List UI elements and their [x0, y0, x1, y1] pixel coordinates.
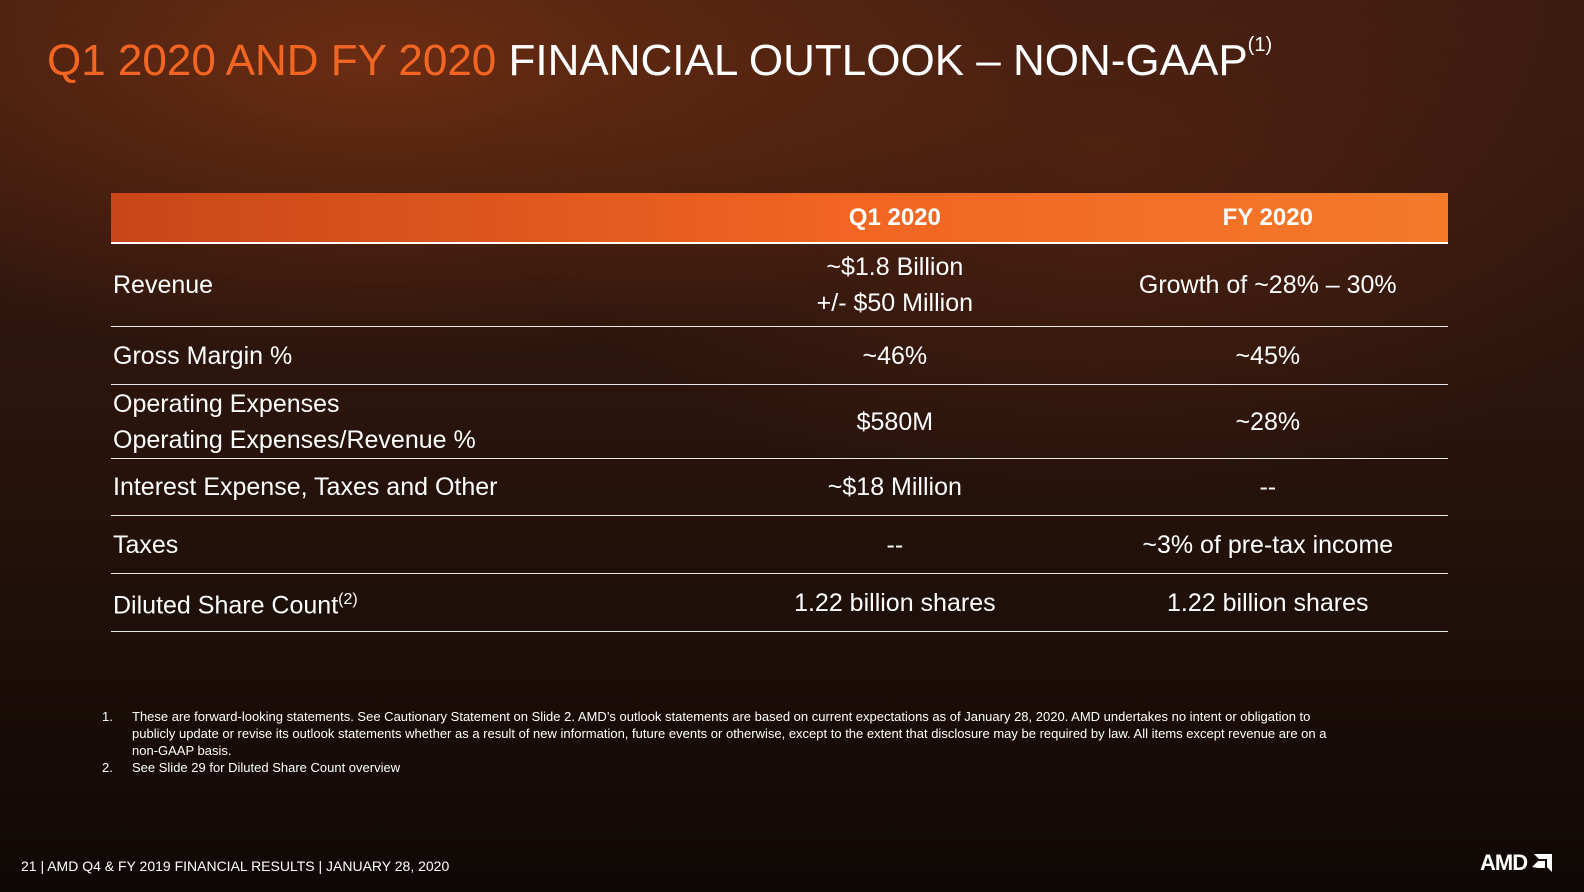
cell-text: Taxes [113, 530, 179, 559]
cell-text: ~3% of pre-tax income [1142, 530, 1394, 559]
cell-text: ~28% [1235, 407, 1301, 436]
cell-line: Taxes [113, 527, 178, 563]
cell-line: Diluted Share Count(2) [113, 582, 358, 623]
cell-line: ~45% [1235, 338, 1300, 374]
cell-line: Operating Expenses/Revenue % [113, 422, 476, 458]
cell-line: Interest Expense, Taxes and Other [113, 469, 498, 505]
logo: AMD [1480, 850, 1553, 876]
table-row: Operating Expenses Operating Expenses/Rev… [111, 385, 1448, 459]
cell-text: Gross Margin % [113, 341, 293, 370]
cell-line: Gross Margin % [113, 338, 292, 374]
header-cell: Q1 2020 [848, 203, 941, 231]
cell-text: -- [886, 530, 904, 559]
cell-text: Growth of ~28% – 30% [1138, 271, 1397, 299]
cell-text: Operating Expenses [113, 389, 340, 418]
table-cell: Taxes [111, 516, 702, 573]
logo-arrow [1532, 854, 1553, 872]
cell-text: ~$1.8 Billion [826, 253, 964, 281]
cell-text: -- [1259, 473, 1277, 501]
cell-line: ~28% [1235, 404, 1300, 440]
table-cell: -- [1088, 459, 1448, 515]
table-row: Interest Expense, Taxes and Other ~$18 Mi… [111, 459, 1448, 516]
table-cell: ~$18 Million [702, 459, 1087, 515]
table-cell: -- [702, 516, 1087, 573]
table-cell: ~28% [1088, 385, 1448, 458]
table-cell: Revenue [111, 244, 702, 326]
header-cell: FY 2020 [1222, 203, 1313, 231]
table-cell: 1.22 billion shares [702, 574, 1087, 631]
footnote-text: These are forward-looking statements. Se… [132, 709, 1327, 758]
footnote-number: 1. [102, 709, 113, 724]
cell-text: ~46% [862, 341, 928, 370]
footer: 21 | AMD Q4 & FY 2019 FINANCIAL RESULTS … [21, 858, 450, 874]
table-cell: ~45% [1088, 327, 1448, 384]
table-row: Revenue ~$1.8 Billion +/- $50 Million Growt… [111, 244, 1448, 327]
table-cell: Operating Expenses Operating Expenses/Rev… [111, 385, 702, 458]
footnote-text: See Slide 29 for Diluted Share Count ove… [132, 760, 401, 775]
table-cell: 1.22 billion shares [1088, 574, 1448, 631]
cell-text: Interest Expense, Taxes and Other [113, 473, 498, 501]
cell-line: -- [1259, 469, 1276, 505]
title: Q1 2020 AND FY 2020 FINANCIAL OUTLOOK – … [47, 34, 1272, 86]
cell-text: ~$18 Million [827, 473, 962, 501]
outlook-table: Q1 2020 FY 2020 Revenue ~$1.8 Billion +/- … [111, 193, 1448, 632]
cell-line: 1.22 billion shares [1167, 585, 1369, 621]
table-cell: ~46% [702, 327, 1087, 384]
cell-line: 1.22 billion shares [794, 585, 996, 621]
footnote-number: 2. [102, 760, 113, 775]
table-cell: Interest Expense, Taxes and Other [111, 459, 702, 515]
cell-text: Operating Expenses/Revenue % [113, 425, 476, 454]
table-cell: $580M [702, 385, 1087, 458]
cell-line: ~46% [863, 338, 928, 374]
cell-text: Diluted Share Count [113, 591, 339, 620]
cell-text: 1.22 billion shares [794, 588, 996, 617]
table-cell: Diluted Share Count(2) [111, 574, 702, 631]
header-blank [111, 193, 702, 242]
footnote: 2. See Slide 29 for Diluted Share Count o… [102, 759, 1347, 776]
cell-line: Revenue [113, 267, 213, 303]
cell-line: -- [887, 527, 904, 563]
cell-line: Operating Expenses [113, 386, 340, 422]
cell-line: ~$1.8 Billion [826, 249, 963, 285]
title-note: (1) [1247, 34, 1273, 56]
table-cell: Growth of ~28% – 30% [1088, 244, 1448, 326]
cell-text: 1.22 billion shares [1167, 588, 1369, 617]
footnotes: 1. These are forward-looking statements. … [102, 708, 1347, 776]
logo-text: AMD [1480, 850, 1528, 875]
cell-line: ~3% of pre-tax income [1142, 527, 1393, 563]
table-row: Gross Margin % ~46% ~45% [111, 327, 1448, 385]
cell-text: Revenue [113, 271, 214, 299]
title-highlight: Q1 2020 AND FY 2020 [47, 36, 497, 85]
cell-note: (2) [338, 590, 358, 608]
table-row: Diluted Share Count(2) 1.22 billion share… [111, 574, 1448, 632]
title-rest: FINANCIAL OUTLOOK – NON-GAAP [508, 36, 1248, 85]
cell-line: +/- $50 Million [817, 285, 973, 321]
cell-text: $580M [856, 407, 934, 436]
footnote: 1. These are forward-looking statements. … [102, 708, 1347, 759]
table-cell: Gross Margin % [111, 327, 702, 384]
table-cell: ~$1.8 Billion +/- $50 Million [702, 244, 1087, 326]
cell-text: +/- $50 Million [816, 289, 973, 317]
cell-line: $580M [857, 404, 933, 440]
cell-line: Growth of ~28% – 30% [1139, 267, 1397, 303]
cell-text: ~45% [1235, 341, 1301, 370]
table-row: Taxes -- ~3% of pre-tax income [111, 516, 1448, 574]
table-header: Q1 2020 FY 2020 [111, 193, 1448, 244]
cell-line: ~$18 Million [828, 469, 962, 505]
table-cell: ~3% of pre-tax income [1088, 516, 1448, 573]
